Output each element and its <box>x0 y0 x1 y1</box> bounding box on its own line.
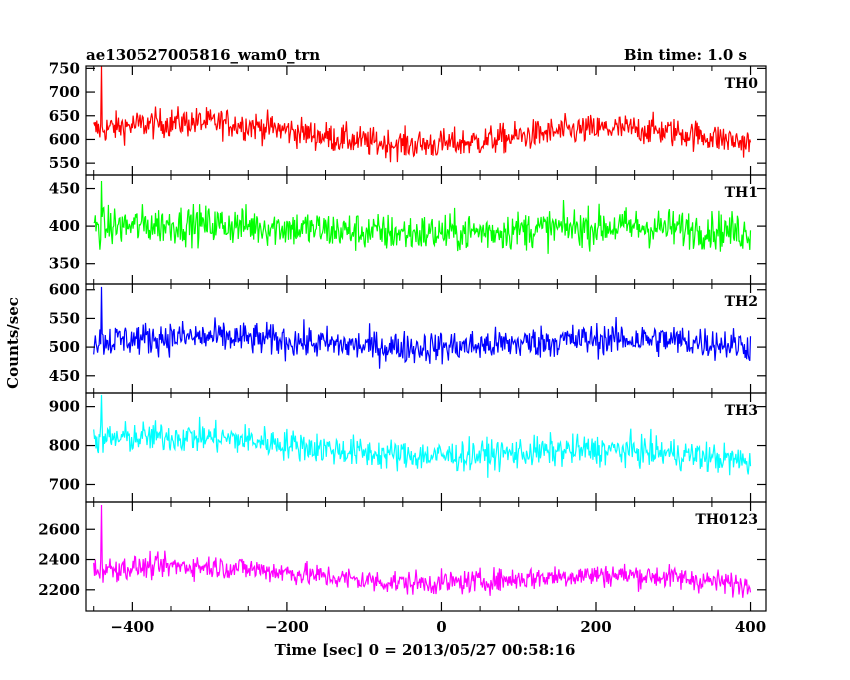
panel-label-th1: TH1 <box>725 185 758 201</box>
y-tick-label: 450 <box>49 367 80 385</box>
series-line-th3 <box>93 394 752 478</box>
series-line-th2 <box>93 286 752 369</box>
bin-time-label: Bin time: 1.0 s <box>624 46 747 64</box>
y-tick-label: 550 <box>49 309 80 327</box>
panel-label-th3: TH3 <box>725 403 758 419</box>
x-tick-label: −400 <box>110 618 154 636</box>
y-tick-label: 750 <box>49 59 80 77</box>
x-tick-label: 200 <box>580 618 611 636</box>
y-tick-label: 600 <box>49 281 80 299</box>
y-tick-label: 500 <box>49 338 80 356</box>
y-tick-label: 700 <box>49 475 80 493</box>
y-tick-label: 2600 <box>38 520 80 538</box>
y-tick-label: 400 <box>49 217 80 235</box>
series-line-th0 <box>93 66 752 163</box>
y-tick-label: 550 <box>49 154 80 172</box>
chart-title: ae130527005816_wam0_trn <box>86 46 320 64</box>
panels-group: TH0 550 600 650 700 750 TH1 350 400 450 TH2 450 500 5… <box>38 59 767 636</box>
panel-frame-th0 <box>85 65 767 176</box>
y-tick-label: 650 <box>49 107 80 125</box>
y-tick-label: 600 <box>49 130 80 148</box>
x-axis-label: Time [sec] 0 = 2013/05/27 00:58:16 <box>275 641 576 659</box>
series-line-th0123 <box>93 504 752 598</box>
y-tick-label: 350 <box>49 255 80 273</box>
y-tick-label: 700 <box>49 83 80 101</box>
panel-frame-th0123 <box>85 501 767 612</box>
x-tick-label: 400 <box>735 618 766 636</box>
y-tick-label: 800 <box>49 437 80 455</box>
panel-label-th0123: TH0123 <box>695 512 758 528</box>
panel-label-th0: TH0 <box>725 76 759 92</box>
x-tick-label: 0 <box>436 618 446 636</box>
series-line-th1 <box>93 180 752 254</box>
y-tick-label: 450 <box>49 180 80 198</box>
y-tick-label: 2200 <box>38 581 80 599</box>
y-axis-label: Counts/sec <box>4 297 22 389</box>
panel-frame-th3 <box>85 392 767 503</box>
panel-label-th2: TH2 <box>725 294 758 310</box>
x-tick-label: −200 <box>265 618 309 636</box>
y-tick-label: 900 <box>49 398 80 416</box>
y-tick-label: 2400 <box>38 551 80 569</box>
